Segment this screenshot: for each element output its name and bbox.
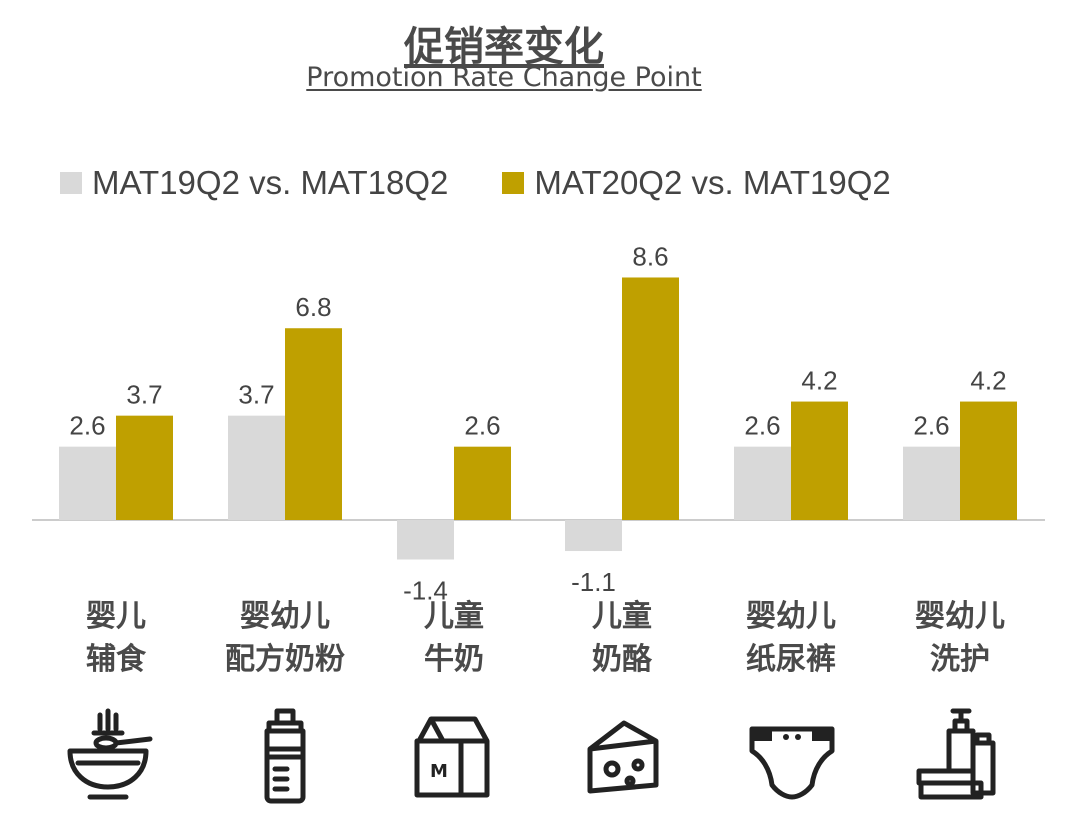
chart-legend: MAT19Q2 vs. MAT18Q2 MAT20Q2 vs. MAT19Q2 [60, 160, 945, 206]
bar-series1-2-label: -1.4 [403, 575, 448, 605]
bar-series2-4 [791, 401, 848, 520]
bar-series1-0 [59, 446, 116, 520]
bar-series1-3-label: -1.1 [571, 567, 616, 597]
cheese-icon [587, 720, 659, 794]
category-label-2-line-0: 儿童 [424, 599, 484, 634]
legend-item-series-2: MAT20Q2 vs. MAT19Q2 [502, 164, 891, 202]
bar-series2-4-label: 4.2 [801, 366, 837, 396]
legend-item-series-1: MAT19Q2 vs. MAT18Q2 [60, 164, 448, 202]
category-label-5-line-0: 婴幼儿 [915, 599, 1005, 634]
baby-bottle-icon [264, 708, 306, 804]
bar-series1-1-label: 3.7 [238, 380, 274, 410]
category-label-4-line-1: 纸尿裤 [746, 642, 836, 677]
chart-subtitle: Promotion Rate Change Point [306, 62, 702, 93]
legend-label-series-1: MAT19Q2 vs. MAT18Q2 [92, 164, 449, 201]
bar-series1-4 [734, 446, 791, 520]
bar-series2-5 [960, 401, 1017, 520]
category-label-5: 婴幼儿 洗护 [875, 595, 1045, 681]
category-label-3-line-0: 儿童 [592, 599, 652, 634]
bar-series1-2 [397, 520, 454, 560]
bar-series2-3-label: 8.6 [632, 241, 668, 271]
bar-series1-3 [565, 520, 622, 552]
bar-series2-3 [622, 277, 679, 520]
chart-title: 促销率变化 [404, 24, 604, 70]
bar-series2-2 [454, 446, 511, 520]
category-label-2-line-1: 牛奶 [424, 642, 484, 677]
diaper-icon [749, 726, 835, 800]
category-label-1: 婴幼儿 配方奶粉 [200, 595, 370, 681]
bar-series1-5 [903, 446, 960, 520]
bar-series2-0 [116, 415, 173, 520]
category-label-5-line-1: 洗护 [930, 642, 990, 677]
bar-series2-5-label: 4.2 [970, 366, 1006, 396]
category-label-3-line-1: 奶酪 [592, 642, 652, 677]
category-label-4: 婴幼儿 纸尿裤 [706, 595, 876, 681]
legend-swatch-series-2 [502, 172, 525, 194]
bowl-icon [67, 708, 153, 800]
legend-swatch-series-1 [60, 172, 82, 194]
bar-series2-0-label: 3.7 [126, 380, 162, 410]
category-label-4-line-0: 婴幼儿 [746, 599, 836, 634]
bar-series2-1 [285, 328, 342, 520]
svg-text:M: M [430, 761, 448, 782]
bar-series1-1 [228, 415, 285, 520]
legend-label-series-2: MAT20Q2 vs. MAT19Q2 [534, 164, 891, 201]
category-label-2: 儿童 牛奶 [369, 595, 539, 681]
category-label-3: 儿童 奶酪 [537, 595, 707, 681]
category-label-1-line-0: 婴幼儿 [240, 599, 330, 634]
bar-series1-0-label: 2.6 [69, 411, 105, 441]
bar-series1-5-label: 2.6 [913, 411, 949, 441]
milk-carton-icon: M [414, 716, 490, 798]
toiletries-icon [916, 708, 996, 800]
category-label-0-line-0: 婴儿 [86, 599, 146, 634]
bar-series2-1-label: 6.8 [295, 292, 331, 322]
category-label-1-line-1: 配方奶粉 [225, 642, 345, 677]
category-label-0: 婴儿 辅食 [31, 595, 201, 681]
bar-series2-2-label: 2.6 [464, 411, 500, 441]
bar-series1-4-label: 2.6 [744, 411, 780, 441]
category-label-0-line-1: 辅食 [86, 642, 146, 677]
